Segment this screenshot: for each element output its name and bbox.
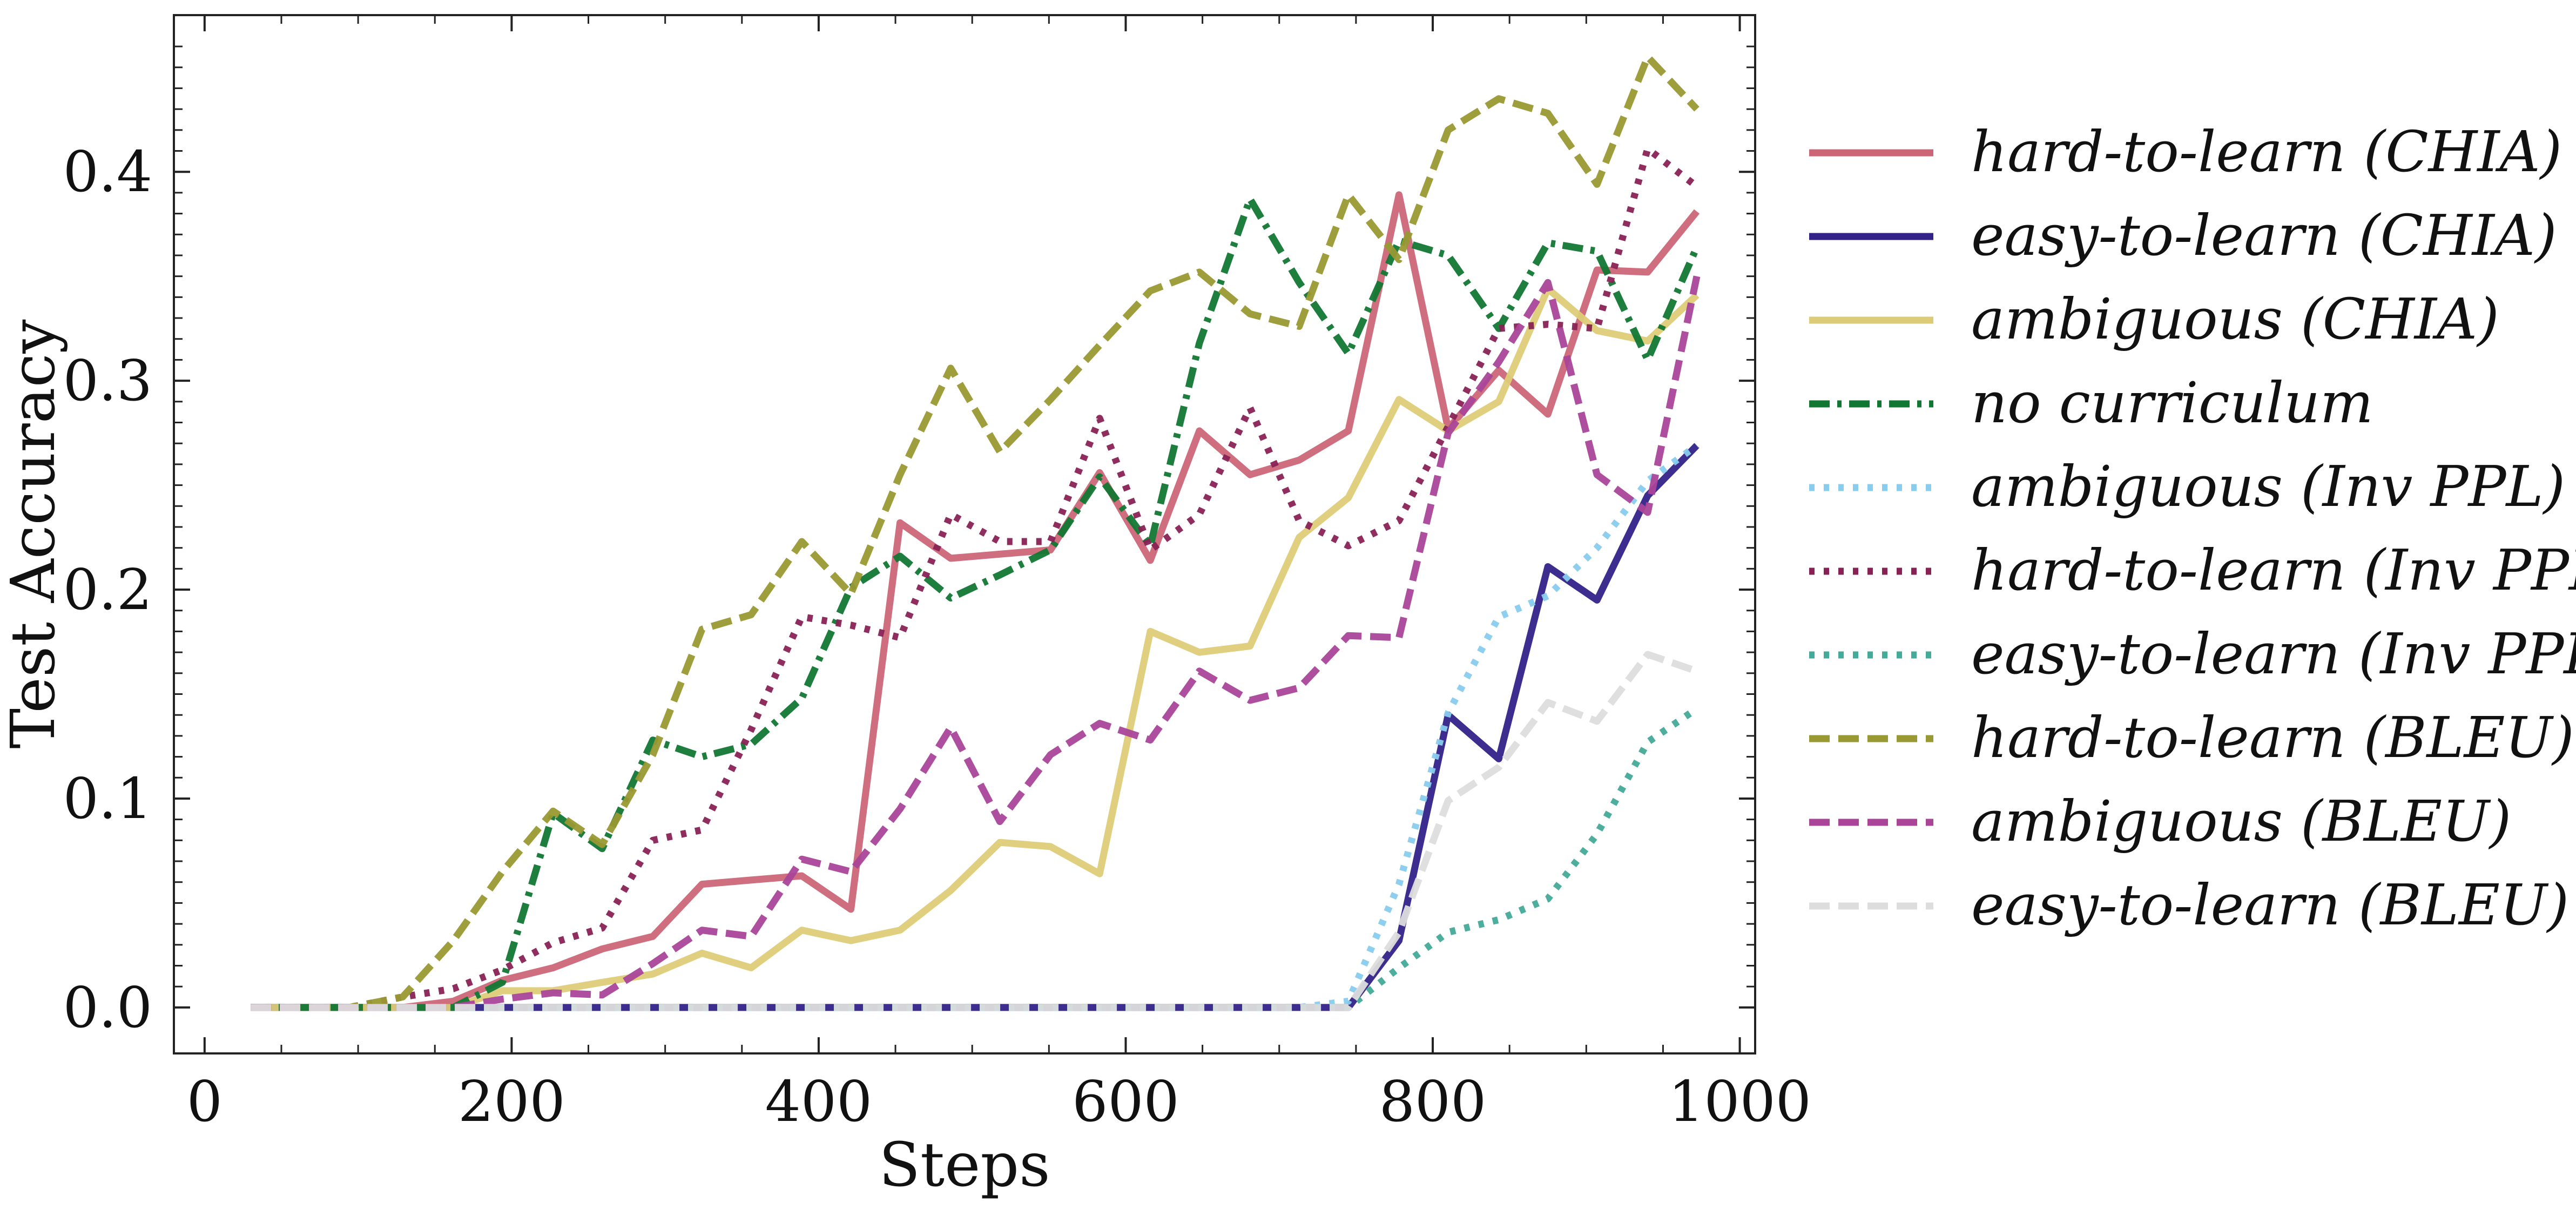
legend-label: ambiguous (CHIA) (1971, 286, 2499, 352)
legend-label: ambiguous (BLEU) (1971, 788, 2511, 854)
series-layer (251, 53, 1701, 1011)
legend-label: no curriculum (1971, 370, 2373, 436)
legend-label: hard-to-learn (BLEU) (1971, 705, 2574, 770)
series-line (251, 195, 1700, 1011)
y-axis-label: Test Accuracy (0, 319, 69, 748)
legend-label: hard-to-learn (CHIA) (1971, 119, 2562, 185)
plot-frame (173, 14, 1756, 1054)
x-tick-label: 600 (1072, 1069, 1179, 1134)
x-tick-label: 800 (1379, 1069, 1487, 1134)
legend-label: easy-to-learn (BLEU) (1971, 872, 2569, 938)
y-tick-label: 0.0 (63, 975, 152, 1040)
x-tick-label: 400 (765, 1069, 873, 1134)
legend-label: hard-to-learn (Inv PPL) (1971, 537, 2576, 603)
x-tick-label: 200 (458, 1069, 565, 1134)
y-tick-label: 0.1 (63, 766, 152, 832)
legend-label: easy-to-learn (Inv PPL) (1971, 621, 2576, 687)
legend: hard-to-learn (CHIA) easy-to-learn (CHIA)… (1809, 119, 2576, 938)
series-line (251, 651, 1698, 1011)
y-tick-label: 0.4 (63, 139, 152, 205)
axis-ticks: 0 200 400 600 800 1000 0.0 0.1 0.2 0.3 0.4 (63, 15, 1811, 1134)
x-tick-label: 1000 (1668, 1069, 1811, 1134)
x-axis-label: Steps (879, 1130, 1050, 1200)
series-line (251, 145, 1699, 1011)
series-line (251, 53, 1700, 1011)
y-tick-label: 0.3 (63, 348, 152, 414)
y-tick-label: 0.2 (63, 557, 152, 623)
series-line (251, 275, 1701, 1011)
legend-label: easy-to-learn (CHIA) (1971, 202, 2557, 268)
legend-label: ambiguous (Inv PPL) (1971, 454, 2565, 519)
x-tick-label: 0 (187, 1069, 222, 1134)
